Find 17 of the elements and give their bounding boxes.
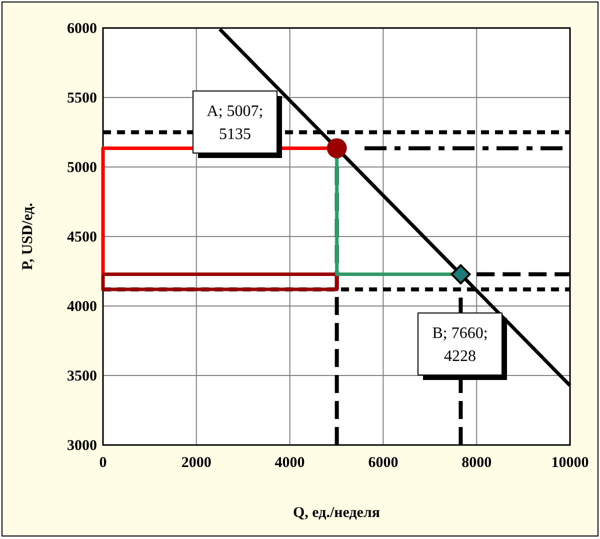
y-tick-label: 3000 (67, 438, 97, 454)
x-tick-label: 8000 (462, 455, 492, 471)
y-axis-title: P, USD/ед. (20, 202, 36, 270)
x-tick-label: 10000 (551, 455, 589, 471)
annotation: B; 7660; 4228 (432, 325, 488, 365)
y-tick-label: 5500 (67, 90, 97, 106)
x-tick-label: 2000 (181, 455, 212, 471)
x-tick-label: 4000 (274, 455, 305, 471)
annotation: A; 5007; 5135 (206, 103, 264, 143)
x-tick-label: 6000 (368, 455, 398, 471)
y-tick-label: 3500 (67, 368, 97, 384)
x-axis-title: Q, ед./неделя (292, 505, 380, 521)
y-tick-label: 6000 (67, 21, 97, 37)
x-tick-label: 0 (99, 455, 107, 471)
y-tick-label: 4000 (67, 299, 97, 315)
y-tick-label: 5000 (67, 160, 97, 176)
y-tick-label: 4500 (67, 230, 97, 246)
